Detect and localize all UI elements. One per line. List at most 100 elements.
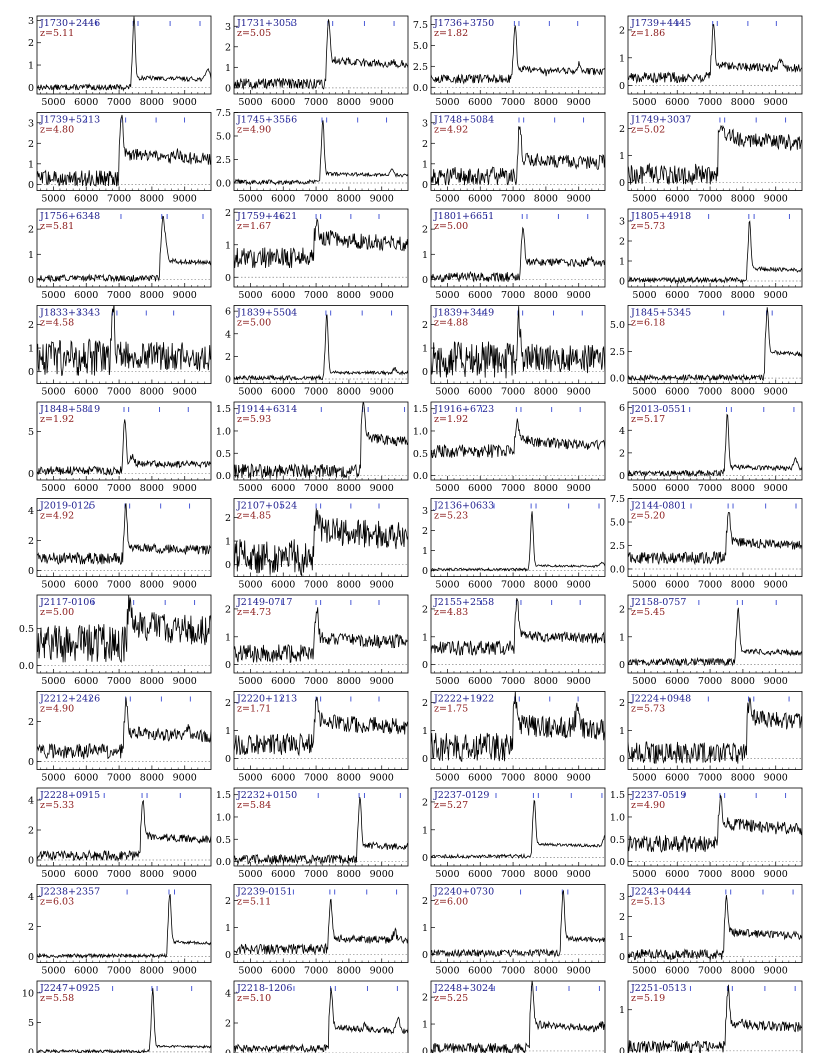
y-tick-label: 0 xyxy=(422,275,428,286)
x-tick-label: 5000 xyxy=(435,580,459,591)
y-tick-label: 2 xyxy=(225,1019,231,1030)
x-tick-label: 8000 xyxy=(337,194,361,205)
x-tick-label: 6000 xyxy=(468,97,492,108)
object-name-label: J1756+6348 xyxy=(39,211,100,222)
x-tick-label: 7000 xyxy=(698,676,722,687)
x-tick-label: 5000 xyxy=(238,194,262,205)
redshift-label: z=5.33 xyxy=(40,800,74,811)
panel-frame xyxy=(233,594,409,674)
x-tick-label: 5000 xyxy=(41,483,65,494)
x-tick-label: 7000 xyxy=(107,97,131,108)
x-tick-label: 9000 xyxy=(764,676,788,687)
y-tick-label: 0 xyxy=(28,757,34,768)
y-tick-label: 0.5 xyxy=(413,449,428,460)
redshift-label: z=4.90 xyxy=(237,125,271,136)
y-tick-label: 2 xyxy=(422,993,428,1004)
y-tick-label: 3 xyxy=(28,16,34,27)
y-tick-label: 5 xyxy=(28,427,34,438)
x-tick-label: 8000 xyxy=(534,773,558,784)
y-tick-label: 0.0 xyxy=(610,374,625,385)
x-tick-label: 9000 xyxy=(764,580,788,591)
x-tick-label: 8000 xyxy=(140,483,164,494)
spectrum-panel: 5000 6000 7000 8000 9000 0.0 2.5 5.0 J1845+5345z… xyxy=(610,305,803,398)
y-tick-label: 0 xyxy=(422,950,428,961)
panel-frame xyxy=(36,980,212,1053)
x-tick-label: 6000 xyxy=(468,194,492,205)
x-tick-label: 6000 xyxy=(74,676,98,687)
y-tick-label: 2.5 xyxy=(413,62,428,73)
x-tick-label: 7000 xyxy=(304,966,328,977)
y-tick-label: 2 xyxy=(619,448,625,459)
y-tick-label: 2 xyxy=(619,604,625,615)
object-name-label: J2247+0925 xyxy=(39,983,100,994)
spectrum-panel: 5000 6000 7000 8000 9000 0.0 2.5 5.0 7.5 J2144-08… xyxy=(610,494,803,591)
y-tick-label: 1 xyxy=(225,63,231,74)
spectrum-line xyxy=(628,794,802,853)
redshift-label: z=5.73 xyxy=(631,221,665,232)
x-tick-label: 9000 xyxy=(370,290,394,301)
redshift-label: z=5.13 xyxy=(631,897,665,908)
object-name-label: J2248+3024 xyxy=(433,983,494,994)
panel-frame xyxy=(430,401,606,481)
x-tick-label: 8000 xyxy=(140,869,164,880)
x-tick-label: 5000 xyxy=(238,966,262,977)
x-tick-label: 7000 xyxy=(107,194,131,205)
spectrum-line xyxy=(431,511,605,573)
y-tick-label: 2.5 xyxy=(216,155,231,166)
x-tick-label: 8000 xyxy=(337,966,361,977)
x-tick-label: 8000 xyxy=(731,869,755,880)
x-tick-label: 8000 xyxy=(140,580,164,591)
object-name-label: J1845+5345 xyxy=(630,308,691,319)
y-tick-label: 2 xyxy=(225,604,231,615)
x-tick-label: 6000 xyxy=(468,580,492,591)
panel-frame xyxy=(36,691,212,770)
y-tick-label: 1 xyxy=(619,151,625,162)
redshift-label: z=4.85 xyxy=(237,511,271,522)
y-tick-label: 1 xyxy=(422,923,428,934)
spectrum-line xyxy=(431,598,605,656)
spectrum-line xyxy=(431,306,605,379)
x-tick-label: 7000 xyxy=(501,966,525,977)
panel-frame xyxy=(627,498,803,577)
redshift-label: z=5.11 xyxy=(40,28,74,39)
redshift-label: z=5.17 xyxy=(631,414,665,425)
x-tick-label: 5000 xyxy=(238,387,262,398)
spectrum-line xyxy=(37,595,211,663)
panel-frame xyxy=(627,884,803,963)
object-name-label: J1749+3037 xyxy=(630,115,691,126)
y-tick-label: 1 xyxy=(619,632,625,643)
y-tick-label: 1.0 xyxy=(216,426,231,437)
panel-frame xyxy=(430,594,606,674)
y-tick-label: 1 xyxy=(422,726,428,737)
object-name-label: J2013-0551 xyxy=(630,404,686,415)
spectrum-line xyxy=(628,511,802,566)
x-tick-label: 7000 xyxy=(107,483,131,494)
object-name-label: J2239-0151 xyxy=(236,887,292,898)
panel-frame xyxy=(233,498,409,577)
x-tick-label: 8000 xyxy=(337,580,361,591)
y-tick-label: 1 xyxy=(28,344,34,355)
redshift-label: z=4.83 xyxy=(434,607,468,618)
y-tick-label: 1 xyxy=(225,240,231,251)
y-tick-label: 6 xyxy=(225,307,231,318)
y-tick-label: 2 xyxy=(225,513,231,524)
x-tick-label: 6000 xyxy=(665,483,689,494)
x-tick-label: 8000 xyxy=(534,580,558,591)
object-name-label: J1745+3556 xyxy=(236,115,297,126)
object-name-label: J1748+5034 xyxy=(433,115,494,126)
spectrum-line xyxy=(234,314,408,382)
x-tick-label: 9000 xyxy=(764,97,788,108)
object-name-label: J1739+5213 xyxy=(39,115,100,126)
panel-frame xyxy=(36,594,212,674)
x-tick-label: 8000 xyxy=(337,773,361,784)
